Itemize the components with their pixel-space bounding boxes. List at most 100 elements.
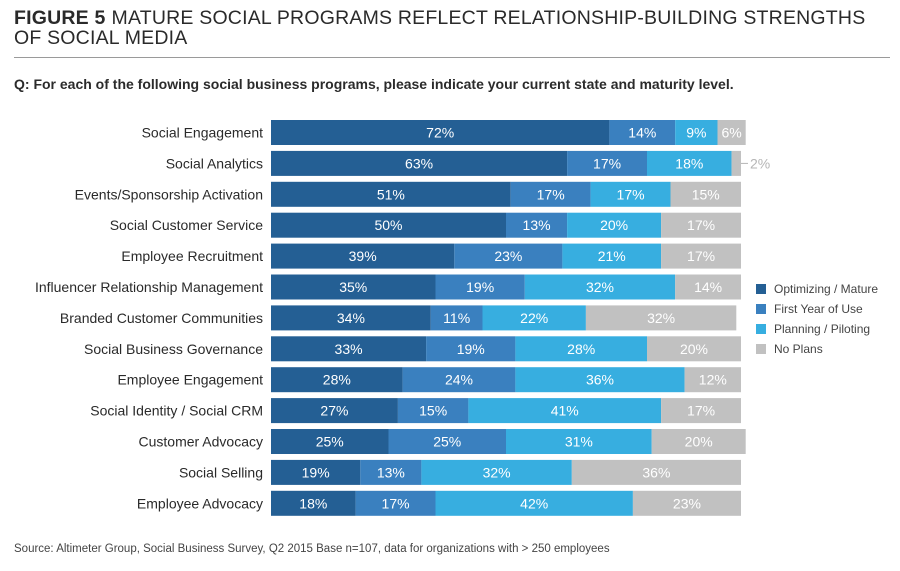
data-label: 13% <box>377 464 405 480</box>
bar-segment-no-plans <box>717 120 746 145</box>
data-label: 9% <box>686 125 706 141</box>
category-label: Influencer Relationship Management <box>35 279 263 295</box>
figure-title-text: MATURE SOCIAL PROGRAMS REFLECT RELATIONS… <box>14 7 866 49</box>
data-label: 51% <box>377 186 405 202</box>
bar-segment-no-plans <box>647 336 741 362</box>
legend-item-first-year: First Year of Use <box>756 299 878 319</box>
legend-swatch-no-plans <box>756 344 766 354</box>
data-label: 14% <box>628 125 656 141</box>
bar-segment-first-year <box>454 243 563 269</box>
bar-segment-no-plans <box>661 243 741 269</box>
bar-segment-optimizing <box>271 367 403 393</box>
category-label: Social Identity / Social CRM <box>90 403 263 419</box>
data-label: 39% <box>349 248 377 264</box>
bar-segment-planning <box>675 120 718 145</box>
data-label: 63% <box>405 155 433 171</box>
category-label: Events/Sponsorship Activation <box>75 186 263 202</box>
bar-segment-no-plans <box>670 181 741 207</box>
figure-title: FIGURE 5 MATURE SOCIAL PROGRAMS REFLECT R… <box>14 8 894 48</box>
bar-segment-planning <box>647 150 732 176</box>
data-label: 15% <box>692 186 720 202</box>
bar-segment-first-year <box>355 490 436 516</box>
data-label: 50% <box>374 217 402 233</box>
bar-segment-optimizing <box>271 274 436 300</box>
legend-label-planning: Planning / Piloting <box>774 322 871 336</box>
data-label: 72% <box>426 125 454 141</box>
data-label: 25% <box>316 434 344 450</box>
data-label: 36% <box>642 464 670 480</box>
data-label: 23% <box>494 248 522 264</box>
category-label: Customer Advocacy <box>139 434 264 450</box>
bar-segment-planning <box>515 336 647 362</box>
bar-segment-no-plans <box>585 305 737 331</box>
category-label: Social Engagement <box>142 125 264 141</box>
data-label: 17% <box>593 155 621 171</box>
bar-segment-optimizing <box>271 243 455 269</box>
title-divider <box>14 57 890 58</box>
bar-segment-optimizing <box>271 305 431 331</box>
bar-segment-no-plans <box>571 459 741 485</box>
bar-segment-optimizing <box>271 120 610 145</box>
data-label: 18% <box>675 155 703 171</box>
data-label: 32% <box>483 464 511 480</box>
category-label: Social Analytics <box>166 155 263 171</box>
bar-segment-planning <box>468 398 662 424</box>
legend-label-optimizing: Optimizing / Mature <box>774 282 879 296</box>
data-label: 17% <box>687 217 715 233</box>
survey-question: Q: For each of the following social busi… <box>14 76 734 92</box>
bar-segment-optimizing <box>271 181 511 207</box>
bar-segment-planning <box>482 305 586 331</box>
bar-segment-planning <box>435 490 633 516</box>
bar-segment-first-year <box>402 367 516 393</box>
bar-segment-first-year <box>388 429 506 454</box>
data-label: 22% <box>520 310 548 326</box>
data-label: 17% <box>382 495 410 511</box>
data-label: 12% <box>699 372 727 388</box>
bar-segment-first-year <box>609 120 676 145</box>
bar-segment-optimizing <box>271 150 568 176</box>
bar-segment-planning <box>567 212 662 238</box>
data-label: 25% <box>433 434 461 450</box>
bar-segment-no-plans <box>661 212 741 238</box>
legend-item-planning: Planning / Piloting <box>756 319 878 339</box>
bar-segment-planning <box>524 274 676 300</box>
data-label: 19% <box>302 464 330 480</box>
data-label: 21% <box>598 248 626 264</box>
bar-segment-optimizing <box>271 398 398 424</box>
bar-segment-first-year <box>435 274 525 300</box>
bar-segment-first-year <box>397 398 469 424</box>
category-label: Social Customer Service <box>110 217 263 233</box>
bar-segment-no-plans <box>731 150 741 176</box>
bar-segment-first-year <box>426 336 516 362</box>
legend-item-no-plans: No Plans <box>756 339 878 359</box>
data-label: 41% <box>551 403 579 419</box>
data-label: 17% <box>537 186 565 202</box>
data-label: 14% <box>694 279 722 295</box>
data-label: 32% <box>647 310 675 326</box>
bar-segment-optimizing <box>271 429 389 454</box>
legend-label-no-plans: No Plans <box>774 342 823 356</box>
data-label: 34% <box>337 310 365 326</box>
data-label: 28% <box>323 372 351 388</box>
data-label: 19% <box>457 341 485 357</box>
legend-swatch-optimizing <box>756 284 766 294</box>
figure-label: FIGURE 5 <box>14 7 106 29</box>
bar-segment-first-year <box>360 459 422 485</box>
legend-item-optimizing: Optimizing / Mature <box>756 279 878 299</box>
bar-segment-optimizing <box>271 459 361 485</box>
bar-segment-optimizing <box>271 336 427 362</box>
bar-segment-optimizing <box>271 212 506 238</box>
chart-legend: Optimizing / Mature First Year of Use Pl… <box>756 279 878 359</box>
bar-segment-first-year <box>510 181 591 207</box>
category-label: Social Business Governance <box>84 341 263 357</box>
category-label: Branded Customer Communities <box>60 310 263 326</box>
data-label: 17% <box>687 403 715 419</box>
data-label: 35% <box>339 279 367 295</box>
data-label: 42% <box>520 495 548 511</box>
data-label: 13% <box>523 217 551 233</box>
data-label: 32% <box>586 279 614 295</box>
data-label: 11% <box>443 310 470 326</box>
data-label: 20% <box>685 434 713 450</box>
bar-segment-first-year <box>506 212 568 238</box>
bar-segment-planning <box>506 429 652 454</box>
